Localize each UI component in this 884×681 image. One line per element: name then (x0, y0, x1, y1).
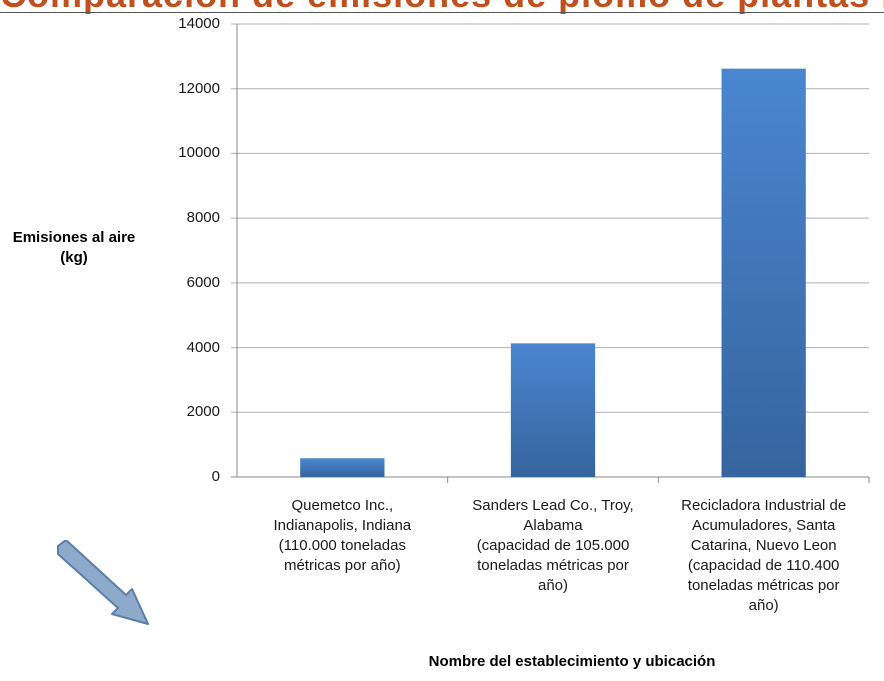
y-tick-label: 8000 (186, 209, 220, 227)
y-axis-title-line-2: (kg) (60, 249, 88, 266)
y-tick-label: 12000 (178, 79, 220, 97)
arrow-down-right-icon (57, 540, 149, 625)
y-tick-label: 6000 (186, 273, 220, 291)
y-tick-label: 14000 (178, 15, 220, 32)
y-tick-label: 2000 (186, 403, 220, 421)
y-axis-title-line-1: Emisiones al aire (12, 229, 136, 246)
header-divider (0, 12, 884, 13)
cropped-header-title: Comparación de emisiones de plomo de pla… (0, 0, 884, 14)
bar (510, 343, 596, 477)
x-category-label: Quemetco Inc., Indianapolis, Indiana (110.… (273, 497, 412, 574)
y-axis-title: Emisiones al aire (kg) (0, 228, 148, 268)
y-tick-label: 4000 (186, 338, 220, 356)
x-category-label: Recicladora Industrial de Acumuladores, S… (681, 497, 847, 614)
y-tick-label: 0 (211, 468, 220, 485)
x-category-label: Sanders Lead Co., Troy, Alabama (capacidad… (472, 497, 634, 594)
x-axis-title: Nombre del establecimiento y ubicación (428, 653, 716, 670)
bar (721, 68, 806, 477)
bar (300, 458, 385, 477)
y-tick-label: 10000 (178, 144, 220, 162)
